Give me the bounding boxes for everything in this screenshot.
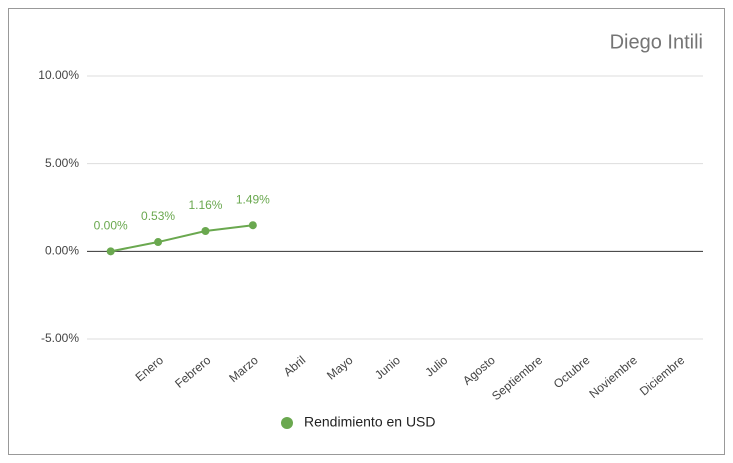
- y-tick-label: 5.00%: [45, 156, 79, 170]
- legend-label: Rendimiento en USD: [304, 414, 436, 430]
- point: [154, 238, 163, 247]
- data-label: 0.53%: [141, 209, 175, 223]
- legend-marker: [281, 417, 293, 429]
- y-tick-label: -5.00%: [41, 331, 79, 345]
- point: [201, 226, 210, 235]
- data-label: 1.16%: [188, 198, 222, 212]
- chart-frame: [8, 8, 725, 455]
- y-tick-label: 0.00%: [45, 244, 79, 258]
- y-tick-label: 10.00%: [38, 68, 79, 82]
- chart-title: Diego Intili: [610, 31, 703, 53]
- point: [248, 221, 257, 230]
- point: [106, 247, 115, 256]
- data-label: 1.49%: [236, 192, 270, 206]
- data-label: 0.00%: [94, 219, 128, 233]
- series-line: [110, 224, 253, 253]
